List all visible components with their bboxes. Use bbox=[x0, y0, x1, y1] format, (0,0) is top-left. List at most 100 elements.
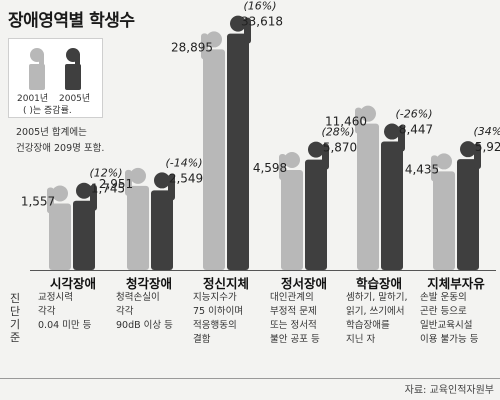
description-line: 대인관계의 bbox=[270, 292, 314, 303]
bar-2001-0-arm bbox=[47, 187, 54, 214]
change-rate-label: (16%) bbox=[243, 0, 276, 13]
bar-2005-5-head bbox=[460, 141, 476, 158]
description-line: 읽기, 쓰기에서 bbox=[346, 306, 405, 317]
bar-2001-1 bbox=[125, 167, 149, 270]
page-title: 장애영역별 학생수 bbox=[8, 11, 135, 31]
bar-2001-3-body bbox=[281, 169, 303, 270]
description-line: 적응행동의 bbox=[193, 320, 237, 331]
value-label-2005: 2,549 bbox=[169, 171, 203, 185]
description-intellectual: 지능지수가 75 이하이며 적응행동의 결함 bbox=[193, 291, 243, 347]
description-line: 지닌 자 bbox=[346, 334, 376, 345]
description-visual: 교정시력 각각 0.04 미만 등 bbox=[38, 291, 91, 333]
bar-2001-5 bbox=[431, 153, 455, 270]
bar-2001-0 bbox=[47, 185, 71, 270]
description-emotional: 대인관계의 부정적 문제 또는 정서적 불안 공포 등 bbox=[270, 291, 320, 347]
description-line: 학습장애를 bbox=[346, 320, 390, 331]
value-label-2001: 11,460 bbox=[325, 115, 367, 129]
description-line: 불안 공포 등 bbox=[270, 334, 320, 345]
bar-2005-2-head bbox=[230, 15, 246, 32]
value-label-2001: 2,951 bbox=[99, 177, 133, 191]
bar-2001-1-body bbox=[127, 185, 149, 270]
bar-2005-4-arm bbox=[398, 125, 405, 152]
legend-figures bbox=[29, 48, 81, 90]
bar-2005-0-arm bbox=[90, 184, 97, 211]
description-line: 90dB 이상 등 bbox=[116, 320, 173, 331]
bar-2005-1-head bbox=[154, 172, 170, 189]
legend: 2001년 2005년 ( )는 증감률. bbox=[8, 38, 103, 118]
description-line: 교정시력 bbox=[38, 292, 73, 303]
bar-2001-3-arm bbox=[279, 153, 286, 180]
value-label-2001: 4,598 bbox=[253, 161, 287, 175]
bar-2005-0-body bbox=[73, 200, 95, 270]
description-line: 부정적 문제 bbox=[270, 306, 317, 317]
description-line: 청력손실이 bbox=[116, 292, 160, 303]
category-label-emotional: 정서장애 bbox=[280, 276, 327, 291]
bar-2001-1-arm bbox=[125, 169, 132, 196]
bar-2001-4-head bbox=[360, 105, 376, 122]
description-line: 곤란 등으로 bbox=[420, 306, 467, 317]
description-line: 결함 bbox=[193, 334, 211, 345]
category-label-visual: 시각장애 bbox=[49, 276, 96, 291]
bar-2005-5-body bbox=[457, 159, 479, 270]
bar-2005-0-head bbox=[76, 182, 92, 199]
value-label-2005: 8,447 bbox=[399, 123, 433, 137]
description-line: 일반교육시설 bbox=[420, 320, 473, 331]
bar-2001-0-head bbox=[52, 185, 68, 202]
change-rate-label: (-26%) bbox=[395, 108, 432, 121]
value-label-2001: 28,895 bbox=[171, 40, 213, 54]
legend-figure-2001 bbox=[29, 48, 45, 90]
description-line: 셈하기, 말하기, bbox=[346, 292, 408, 303]
legend-paren-note: ( )는 증감률. bbox=[23, 106, 72, 116]
value-label-2001: 1,557 bbox=[21, 194, 55, 208]
bar-2005-4-body bbox=[381, 141, 403, 270]
bar-2001-1-head bbox=[130, 167, 146, 184]
description-line: 각각 bbox=[38, 306, 56, 317]
category-divider-line bbox=[30, 270, 496, 271]
source-note: 자료: 교육인적자원부 bbox=[404, 385, 494, 396]
legend-label-2005: 2005년 bbox=[59, 94, 91, 104]
category-label-intellectual: 정신지체 bbox=[202, 276, 249, 291]
bar-2001-4 bbox=[355, 105, 379, 271]
bar-2005-1-body bbox=[151, 190, 173, 270]
bar-2001-2-body bbox=[203, 49, 225, 270]
description-hearing: 청력손실이 각각 90dB 이상 등 bbox=[116, 291, 173, 333]
note-line-2: 건강장애 209명 포함. bbox=[16, 143, 105, 154]
category-label-physical: 지체부자유 bbox=[427, 276, 485, 291]
category-label-hearing: 청각장애 bbox=[125, 276, 172, 291]
value-label-2005: 5,870 bbox=[323, 141, 357, 155]
description-line: 지능지수가 bbox=[193, 292, 237, 303]
note-line-1: 2005년 합계에는 bbox=[16, 127, 87, 138]
bar-2001-2-arm bbox=[201, 33, 208, 60]
category-label-learning: 학습장애 bbox=[355, 276, 402, 291]
value-label-2005: 33,618 bbox=[241, 15, 283, 29]
description-line: 이용 불가능 등 bbox=[420, 334, 479, 345]
description-line: 0.04 미만 등 bbox=[38, 320, 92, 331]
bar-2005-3 bbox=[305, 141, 329, 270]
bar-2005-0 bbox=[73, 182, 97, 270]
description-line: 또는 정서적 bbox=[270, 320, 317, 331]
footer-divider bbox=[0, 378, 500, 379]
change-rate-label: (34%) bbox=[473, 125, 500, 138]
bar-2005-1 bbox=[151, 172, 175, 270]
bar-2001-0-body bbox=[49, 203, 71, 270]
bar-2005-4 bbox=[381, 123, 405, 270]
legend-label-2001: 2001년 bbox=[17, 94, 49, 104]
value-label-2005: 1,745 bbox=[91, 182, 125, 196]
change-rate-label: (-14%) bbox=[165, 156, 202, 169]
bar-2001-5-head bbox=[436, 153, 452, 170]
change-rate-label: (12%) bbox=[89, 167, 122, 180]
criteria-label: 진단기준 bbox=[9, 292, 21, 344]
bar-2001-5-arm bbox=[431, 155, 438, 182]
bar-2001-5-body bbox=[433, 171, 455, 270]
bar-2001-2-head bbox=[206, 31, 222, 48]
legend-figure-2005 bbox=[65, 48, 81, 90]
description-line: 각각 bbox=[116, 306, 134, 317]
bar-2005-2-body bbox=[227, 33, 249, 270]
value-label-2005: 5,924 bbox=[475, 140, 500, 154]
bar-2005-2 bbox=[227, 15, 251, 270]
description-learning: 셈하기, 말하기, 읽기, 쓰기에서 학습장애를 지닌 자 bbox=[346, 291, 408, 347]
bar-2005-3-arm bbox=[322, 143, 329, 170]
description-physical: 손발 운동의 곤란 등으로 일반교육시설 이용 불가능 등 bbox=[420, 291, 478, 347]
